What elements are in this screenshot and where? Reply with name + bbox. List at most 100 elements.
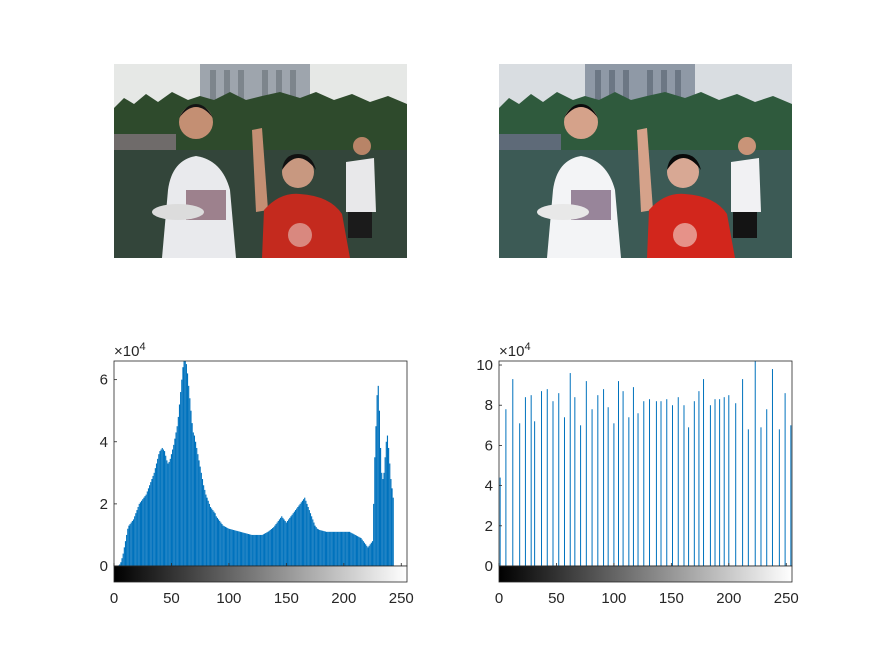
histogram-bar xyxy=(144,496,146,566)
histogram-bar xyxy=(375,426,377,566)
histogram-bar xyxy=(344,531,346,566)
y-tick-label: 4 xyxy=(485,478,493,495)
exponent-label: ×104 xyxy=(499,341,531,360)
histogram-bar xyxy=(119,564,121,566)
histogram-bar xyxy=(151,479,153,566)
histogram-bar xyxy=(370,542,372,566)
histogram-bar xyxy=(282,517,284,566)
histogram-bar xyxy=(190,410,192,566)
histogram-bar xyxy=(200,472,202,566)
histogram-bar xyxy=(329,531,331,566)
histogram-bar xyxy=(688,427,690,566)
histogram-bar xyxy=(353,534,355,566)
histogram-bar xyxy=(153,472,155,566)
person-left xyxy=(152,104,236,258)
histogram-bar xyxy=(215,516,217,566)
histogram-bar xyxy=(290,516,292,566)
histogram-bar xyxy=(252,534,254,566)
histogram-bar xyxy=(145,494,147,566)
histogram-bar xyxy=(247,534,250,566)
x-tick-label: 250 xyxy=(774,590,799,607)
x-tick-label: 250 xyxy=(389,590,414,607)
histogram-bar xyxy=(389,463,391,566)
histogram-bar xyxy=(228,528,230,566)
y-tick-label: 2 xyxy=(100,496,108,513)
histogram-bar xyxy=(284,520,286,566)
histogram-bar xyxy=(309,513,312,566)
histogram-bar xyxy=(216,517,218,566)
histogram-bar xyxy=(152,475,154,566)
y-tick-label: 0 xyxy=(100,558,108,575)
histogram-bar xyxy=(291,514,293,566)
histogram-bar xyxy=(683,405,685,566)
person-middle xyxy=(637,128,735,258)
histogram-bar xyxy=(330,531,332,566)
colorbar-gradient xyxy=(113,565,408,583)
histogram-bar xyxy=(154,468,156,566)
histogram-bar xyxy=(530,395,532,566)
histogram-bar xyxy=(778,429,780,566)
histogram-bar xyxy=(766,409,768,566)
x-tick-label: 0 xyxy=(110,590,118,607)
histogram-bar xyxy=(390,479,392,566)
histogram-bar xyxy=(293,511,295,566)
histogram-bar xyxy=(226,527,228,566)
histogram-bar xyxy=(541,391,543,566)
histogram-bar xyxy=(628,417,630,566)
histogram-bar xyxy=(160,449,162,566)
histogram-bar xyxy=(747,429,749,566)
histogram-bar xyxy=(227,528,229,566)
histogram-bar xyxy=(143,497,145,566)
person-right xyxy=(346,137,376,238)
histogram-bar xyxy=(288,519,290,566)
bars-original xyxy=(118,361,394,566)
histogram-bar xyxy=(558,393,560,566)
histogram-bar xyxy=(348,531,351,566)
histogram-bar xyxy=(300,502,302,566)
histogram-bar xyxy=(637,413,639,566)
histogram-bar xyxy=(269,529,271,566)
histogram-bar xyxy=(162,449,164,566)
histogram-bar xyxy=(660,401,662,566)
histogram-bar xyxy=(317,529,320,566)
histogram-bar xyxy=(296,508,298,566)
histogram-bar xyxy=(159,451,161,566)
histogram-bar xyxy=(138,503,140,566)
histogram-bar xyxy=(270,529,272,566)
histogram-bar xyxy=(358,536,360,566)
histogram-bar xyxy=(524,397,526,566)
histogram-equalized: 0 50 100 150 200 250 0 2 4 6 8 10 ×104 xyxy=(476,341,798,607)
histogram-bar xyxy=(141,500,143,566)
histogram-bar xyxy=(273,527,275,566)
histogram-bar xyxy=(328,531,330,566)
histogram-bar xyxy=(277,520,279,566)
histogram-bar xyxy=(505,409,507,566)
x-tick-label: 100 xyxy=(601,590,626,607)
histogram-bar xyxy=(643,401,645,566)
histogram-bar xyxy=(519,423,521,566)
histogram-bar xyxy=(209,506,212,566)
histogram-bar xyxy=(693,401,695,566)
histogram-bar xyxy=(203,485,205,566)
histogram-bar xyxy=(206,497,208,566)
histogram-bar xyxy=(128,525,130,566)
histogram-bar xyxy=(719,399,721,566)
x-tick-label: 0 xyxy=(495,590,503,607)
histogram-bar xyxy=(373,503,375,566)
histogram-bar xyxy=(327,531,329,566)
histogram-bar xyxy=(224,526,227,566)
histogram-bar xyxy=(382,479,384,566)
histogram-bar xyxy=(381,472,383,566)
histogram-bar xyxy=(698,391,700,566)
original-photo xyxy=(114,64,407,258)
histogram-bar xyxy=(383,472,385,566)
histogram-bar xyxy=(235,530,237,566)
histogram-bar xyxy=(253,534,255,566)
histogram-bar xyxy=(304,497,306,566)
histogram-bar xyxy=(337,531,339,566)
histogram-bar xyxy=(232,529,235,566)
histogram-bar xyxy=(207,500,209,566)
histogram-bar xyxy=(352,533,354,566)
histogram-bar xyxy=(223,526,225,566)
histogram-bar xyxy=(283,519,285,566)
